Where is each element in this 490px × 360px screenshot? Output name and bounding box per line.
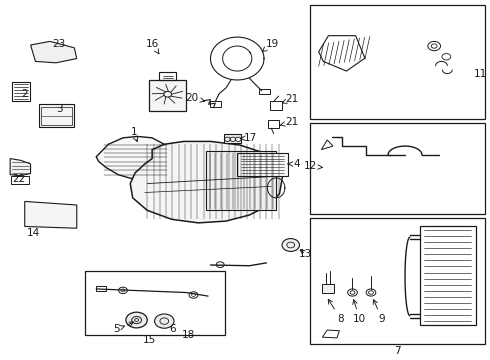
Text: 21: 21 (282, 94, 299, 104)
Polygon shape (10, 158, 30, 176)
Polygon shape (30, 41, 77, 63)
Bar (419, 226, 475, 325)
Bar (322, 284, 334, 293)
Bar (224, 134, 241, 143)
Text: 12: 12 (304, 161, 322, 171)
Polygon shape (24, 202, 77, 228)
Bar (11, 176, 28, 184)
Circle shape (154, 314, 174, 328)
Text: 13: 13 (299, 249, 313, 259)
Text: 21: 21 (280, 117, 299, 127)
Text: 9: 9 (373, 300, 386, 324)
Text: 16: 16 (146, 39, 159, 54)
Text: 6: 6 (169, 324, 176, 334)
Bar (39, 104, 74, 127)
Polygon shape (130, 141, 282, 223)
Text: 7: 7 (394, 346, 401, 356)
Text: 22: 22 (12, 174, 25, 184)
Text: 19: 19 (262, 39, 279, 51)
Bar (211, 102, 221, 107)
Bar (149, 80, 186, 111)
Bar (237, 153, 288, 176)
Bar (310, 5, 485, 119)
Text: 20: 20 (185, 93, 205, 103)
Text: 5: 5 (113, 324, 125, 334)
Text: 14: 14 (26, 228, 40, 238)
Text: 11: 11 (474, 68, 487, 78)
Text: 18: 18 (182, 330, 195, 341)
Text: 4: 4 (288, 159, 300, 169)
Text: 15: 15 (143, 335, 156, 345)
Bar (310, 217, 485, 344)
Bar (96, 287, 106, 292)
Text: 23: 23 (52, 39, 65, 49)
Bar (159, 72, 176, 80)
Bar (270, 102, 282, 111)
Bar (41, 107, 73, 125)
Circle shape (126, 312, 147, 328)
Bar (268, 120, 279, 128)
Bar (310, 123, 485, 214)
Circle shape (282, 239, 299, 251)
Bar (85, 271, 225, 336)
Text: 3: 3 (56, 104, 63, 113)
Bar (259, 89, 270, 94)
Text: 1: 1 (130, 127, 138, 141)
Text: 2: 2 (22, 89, 28, 99)
Bar (206, 152, 276, 210)
Text: 17: 17 (241, 133, 257, 143)
Text: 8: 8 (328, 299, 344, 324)
Polygon shape (96, 136, 172, 178)
Text: 10: 10 (353, 300, 367, 324)
